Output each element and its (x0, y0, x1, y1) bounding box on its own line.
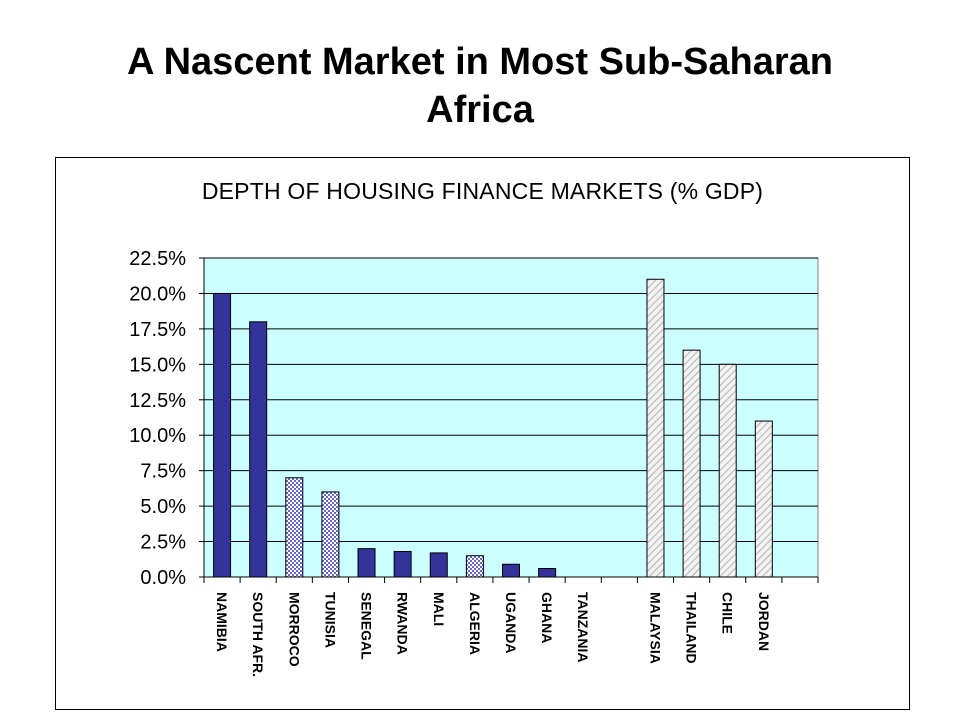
y-tick-label: 7.5% (140, 461, 186, 483)
slide-title-line-1: A Nascent Market in Most Sub-Saharan (127, 41, 833, 83)
slide-title: A Nascent Market in Most Sub-Saharan Afr… (0, 38, 960, 134)
bar-chart: 0.0% 2.5% 5.0% 7.5% 10.0% 12.5% 15.0% 17.5% 20.0… (129, 248, 819, 677)
y-tick-label: 15.0% (129, 354, 186, 376)
category-label: CHILE (720, 592, 736, 634)
y-tick-label: 0.0% (140, 567, 186, 589)
y-tick-label: 20.0% (129, 283, 186, 305)
bar (718, 363, 737, 578)
bar (357, 548, 376, 578)
bar (682, 349, 701, 578)
category-label: GHANA (539, 592, 555, 643)
bar (538, 567, 557, 578)
bar (429, 552, 448, 578)
y-tick-label: 12.5% (129, 390, 186, 412)
y-tick-label: 17.5% (129, 319, 186, 341)
gridlines (204, 257, 818, 543)
y-tick-label: 2.5% (140, 532, 186, 554)
bar (393, 550, 412, 578)
y-tick-label: 5.0% (140, 496, 186, 518)
y-tick-label: 10.0% (129, 425, 186, 447)
y-tick-label: 22.5% (129, 248, 186, 270)
category-label: ALGERIA (467, 592, 483, 655)
bar (249, 321, 268, 578)
bar (285, 477, 304, 578)
bar (465, 555, 484, 578)
category-label: UGANDA (503, 592, 519, 653)
slide-title-line-2: Africa (426, 89, 534, 131)
category-label: TUNISIA (322, 592, 338, 648)
bar (754, 420, 773, 578)
bar (502, 563, 520, 578)
category-label: MALAYSIA (647, 592, 663, 664)
category-label: RWANDA (395, 592, 411, 655)
plot-area (203, 257, 819, 578)
category-label: SOUTH AFR. (250, 592, 266, 677)
category-label: JORDAN (756, 592, 772, 651)
chart-frame: DEPTH OF HOUSING FINANCE MARKETS (% GDP)… (55, 157, 910, 710)
bars (213, 278, 773, 578)
bar (213, 292, 232, 578)
chart-title: DEPTH OF HOUSING FINANCE MARKETS (% GDP) (201, 178, 764, 204)
category-label: THAILAND (684, 592, 700, 664)
category-labels: NAMIBIA SOUTH AFR. MORROCO TUNISIA SENEGAL RW… (214, 592, 772, 677)
category-label: SENEGAL (359, 592, 375, 660)
category-label: MORROCO (286, 592, 302, 667)
category-label: NAMIBIA (214, 592, 230, 652)
bar (321, 491, 340, 578)
category-label: MALI (431, 592, 447, 626)
category-label: TANZANIA (575, 592, 591, 663)
x-axis-ticks (203, 577, 819, 583)
y-axis-ticks: 0.0% 2.5% 5.0% 7.5% 10.0% 12.5% 15.0% 17.5% 20.0… (129, 248, 204, 589)
bar (646, 278, 665, 578)
